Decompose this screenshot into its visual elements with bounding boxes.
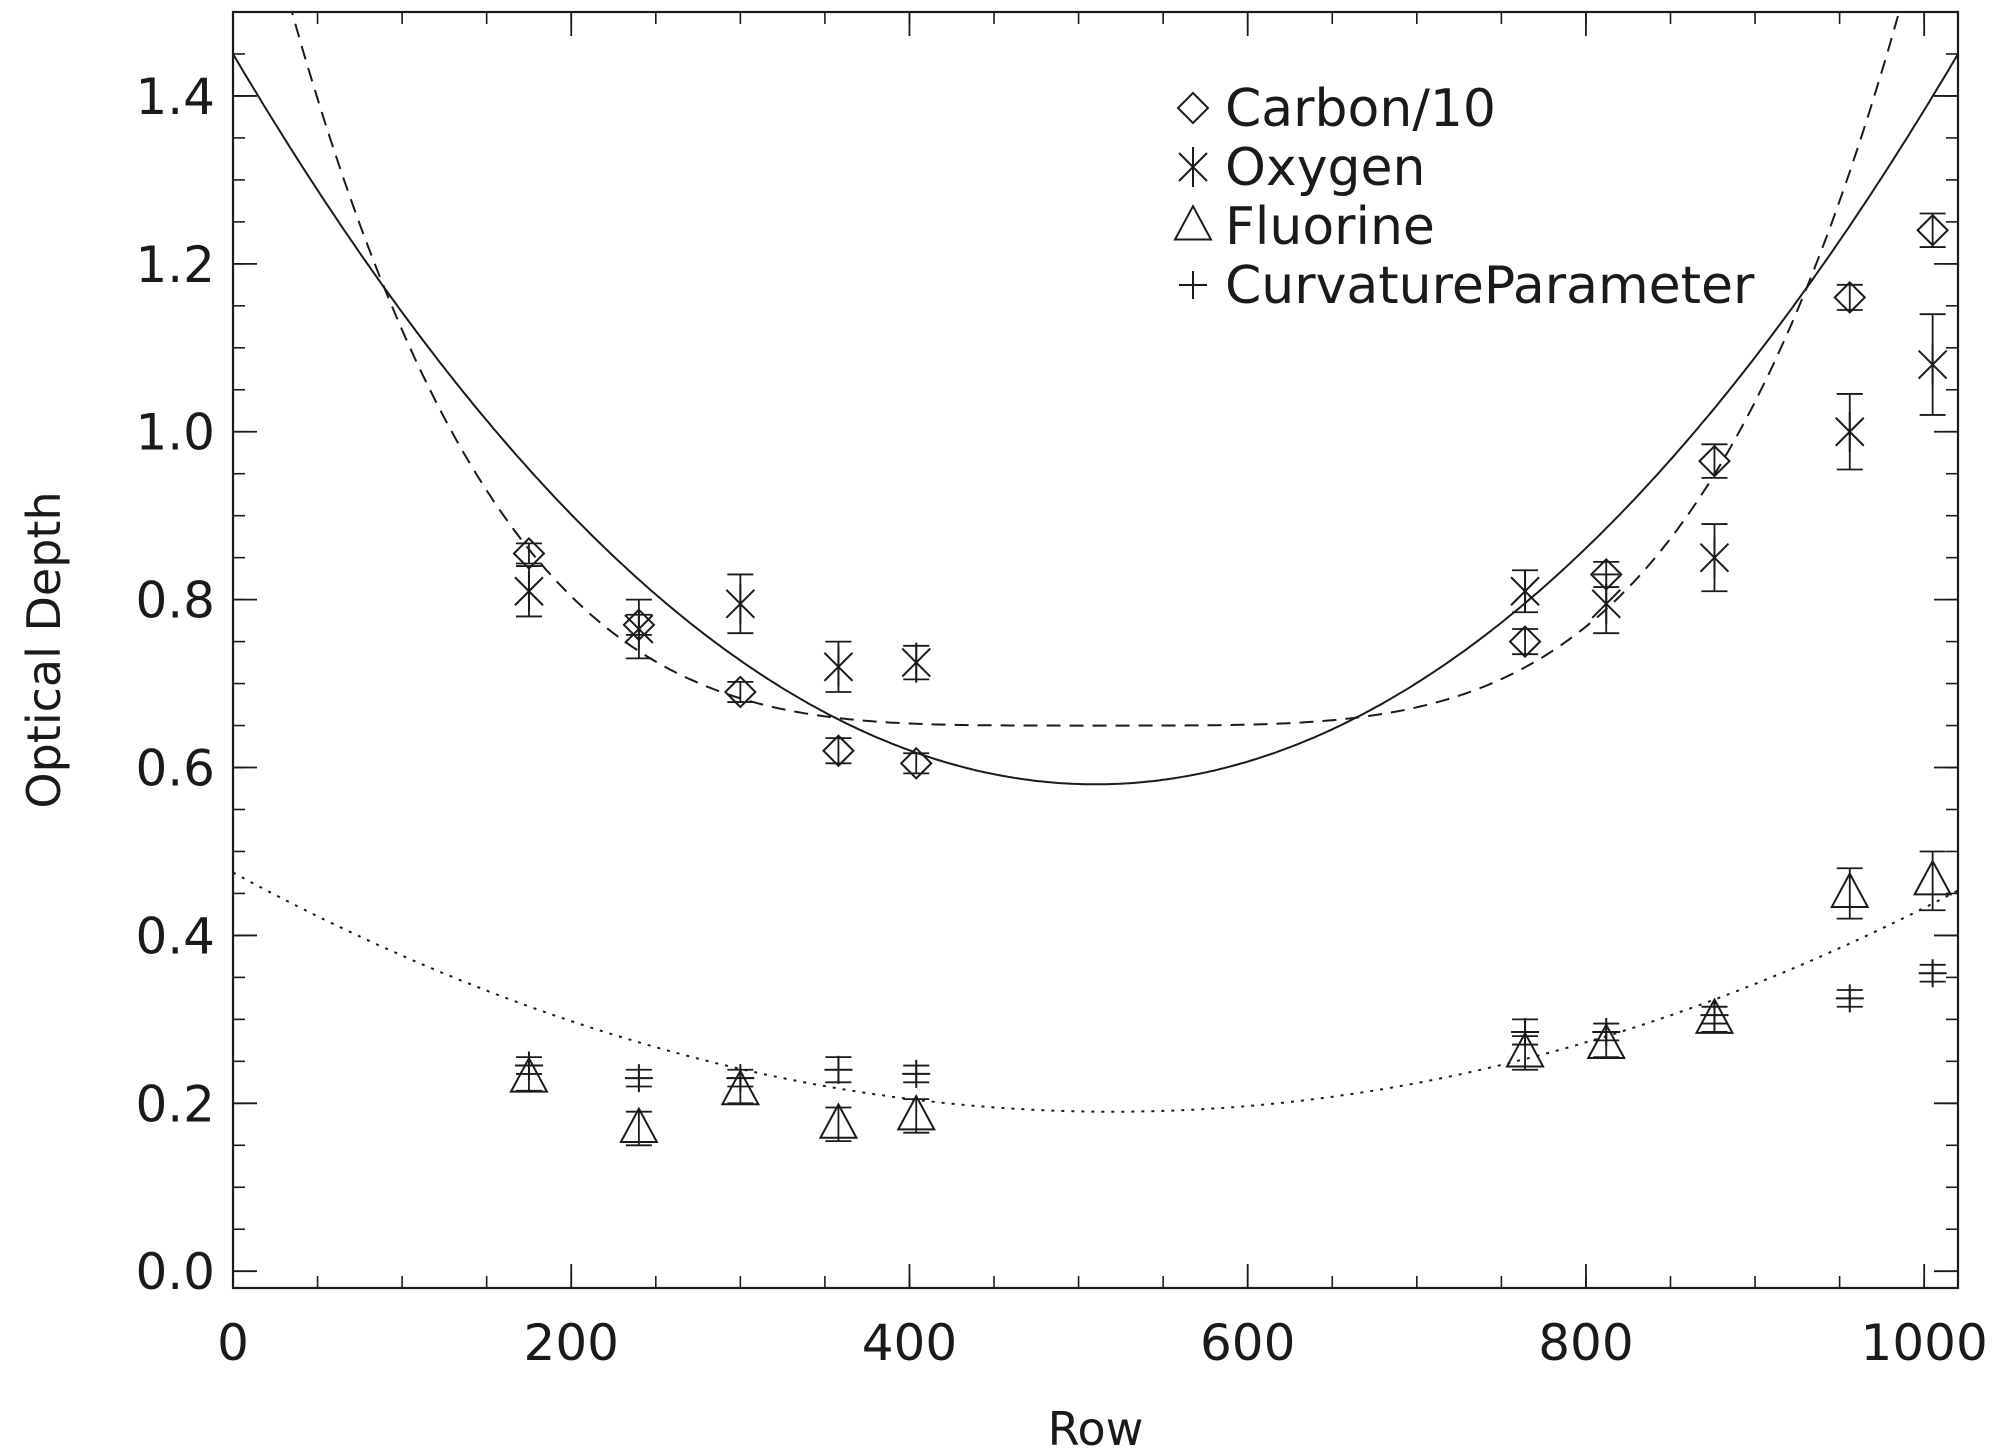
x-tick-label: 600 xyxy=(1200,1314,1295,1372)
x-tick-label: 200 xyxy=(524,1314,619,1372)
fit-curve-dashed xyxy=(290,12,1901,727)
y-tick-label: 0.2 xyxy=(135,1075,215,1133)
data-point xyxy=(514,1051,543,1080)
data-point xyxy=(824,1055,853,1084)
data-point xyxy=(902,1059,931,1088)
fit-curves xyxy=(233,12,1958,1113)
error-bar xyxy=(825,1106,852,1142)
data-point xyxy=(723,675,757,709)
data-points xyxy=(509,212,1953,1147)
fit-curve-solid xyxy=(233,53,1958,786)
error-bar xyxy=(1919,212,1946,248)
data-point xyxy=(822,734,855,768)
data-point xyxy=(1694,997,1735,1034)
tick-labels: 0 200 400 600 800 1000 0.0 0.2 0.4 0.6 0.8 1.0 1.2 1.… xyxy=(135,68,1987,1372)
error-bar xyxy=(903,1098,930,1134)
x-tick-label: 0 xyxy=(217,1314,249,1372)
data-point xyxy=(509,1056,549,1093)
legend: Carbon/10OxygenFluorineCurvatureParamete… xyxy=(1173,79,1755,316)
data-point xyxy=(1591,583,1621,624)
legend-marker xyxy=(1173,204,1213,241)
y-tick-label: 0.4 xyxy=(135,907,215,965)
error-bar xyxy=(625,1110,652,1147)
legend-label: Carbon/10 xyxy=(1225,79,1496,139)
data-point xyxy=(726,1064,755,1093)
plot-frame xyxy=(231,10,1960,1290)
y-tick-label: 0.8 xyxy=(135,572,215,630)
data-point xyxy=(619,1106,659,1143)
data-point xyxy=(823,646,854,687)
series-carbon-10 xyxy=(512,212,1950,780)
data-point xyxy=(514,571,544,612)
legend-label: Fluorine xyxy=(1225,197,1435,257)
data-point xyxy=(1833,281,1867,314)
y-tick-label: 1.2 xyxy=(135,236,215,294)
data-point xyxy=(624,609,654,650)
data-point xyxy=(1592,1017,1621,1046)
data-point xyxy=(1699,537,1730,578)
error-bar xyxy=(1836,283,1863,311)
series-fluorine xyxy=(509,850,1953,1147)
data-point xyxy=(1698,444,1731,478)
error-bar xyxy=(515,542,542,565)
data-point xyxy=(901,642,931,683)
legend-marker xyxy=(1176,91,1210,125)
y-axis-label: Optical Depth xyxy=(17,491,71,808)
data-point xyxy=(1916,213,1950,247)
data-point xyxy=(1917,344,1948,385)
error-bar xyxy=(903,752,930,775)
data-point xyxy=(1505,1031,1545,1068)
error-bar xyxy=(825,737,852,765)
series-curvatureparameter xyxy=(514,959,1947,1093)
data-point xyxy=(720,1068,761,1106)
data-point xyxy=(1835,984,1864,1013)
data-point xyxy=(624,1064,653,1093)
error-bar xyxy=(1836,867,1863,920)
y-tick-label: 0.6 xyxy=(135,740,215,798)
y-tick-label: 0.0 xyxy=(135,1243,215,1301)
y-tick-label: 1.4 xyxy=(135,68,215,126)
x-tick-label: 400 xyxy=(862,1314,957,1372)
data-point xyxy=(1511,1017,1540,1046)
error-bar xyxy=(1512,628,1539,656)
x-tick-label: 800 xyxy=(1538,1314,1633,1372)
legend-label: CurvatureParameter xyxy=(1225,256,1755,316)
legend-marker xyxy=(1178,147,1208,187)
data-point xyxy=(1586,1022,1626,1060)
series-oxygen xyxy=(514,313,1948,693)
legend-label: Oxygen xyxy=(1225,138,1425,198)
error-bar xyxy=(1701,443,1728,479)
data-point xyxy=(1912,858,1953,896)
data-point xyxy=(1835,411,1865,452)
legend-marker xyxy=(1179,271,1207,299)
x-axis-label: Row xyxy=(1048,1402,1144,1451)
data-point xyxy=(1508,625,1542,659)
data-point xyxy=(1830,871,1870,908)
x-tick-label: 1000 xyxy=(1861,1314,1988,1372)
error-bar xyxy=(727,681,754,703)
data-point xyxy=(1510,571,1540,612)
data-point xyxy=(899,746,933,780)
data-point xyxy=(1700,1001,1729,1030)
fit-curve-dotted xyxy=(233,871,1958,1113)
data-point xyxy=(725,583,756,624)
data-point xyxy=(1918,959,1947,988)
y-tick-label: 1.0 xyxy=(135,404,215,462)
data-point xyxy=(818,1102,859,1139)
data-point xyxy=(896,1094,936,1131)
axis-ticks xyxy=(232,11,1958,1288)
